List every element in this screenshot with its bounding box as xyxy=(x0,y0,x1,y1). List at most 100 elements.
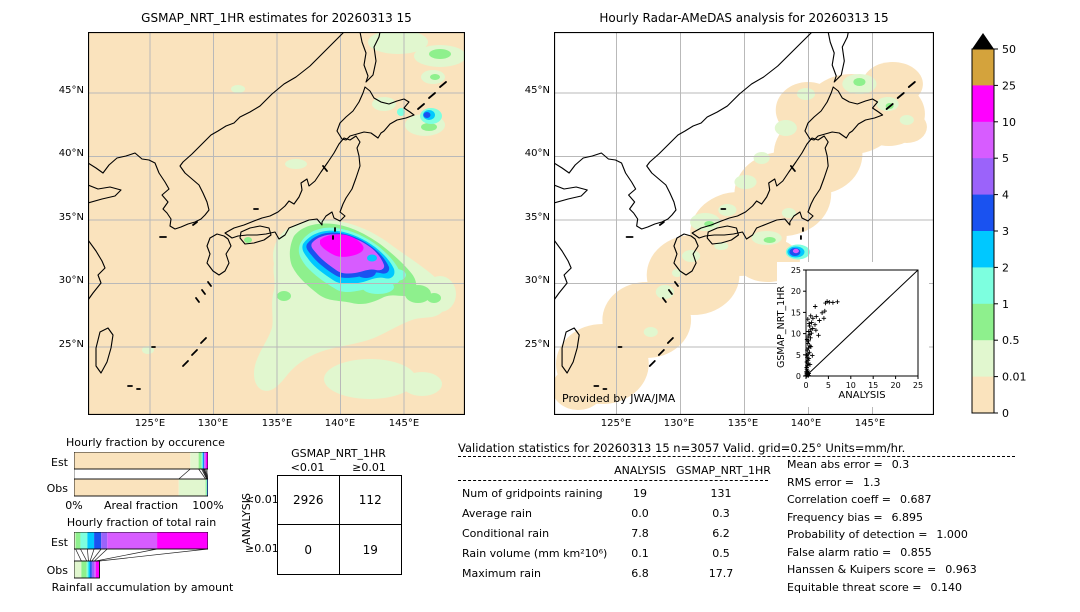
coastline xyxy=(553,31,813,230)
lat-tick-label: 45°N xyxy=(524,85,550,96)
obs-row-label: Obs xyxy=(46,564,68,577)
bar-segment-est xyxy=(101,532,108,549)
colorbar-tick-label: 0.5 xyxy=(1002,334,1020,347)
score-row: Hanssen & Kuipers score = 0.963 xyxy=(787,563,977,576)
colorbar-tick-label: 25 xyxy=(1002,79,1016,92)
est-row-label: Est xyxy=(51,536,68,549)
score-row: Frequency bias = 6.895 xyxy=(787,511,924,524)
coastline xyxy=(553,184,588,204)
obs-row-label: Obs xyxy=(46,482,68,495)
axis-min-label: 0% xyxy=(65,499,83,512)
radar-map-title: Hourly Radar-AMeDAS analysis for 2026031… xyxy=(599,11,889,25)
bar-segment-obs xyxy=(205,479,207,496)
divider xyxy=(458,456,1015,457)
island xyxy=(428,92,436,99)
inset-ytick-label: 0 xyxy=(796,372,801,381)
stats-row-label: Rain volume (mm km²10⁶) xyxy=(462,547,608,560)
bar-segment-obs xyxy=(90,561,92,578)
scatter-points xyxy=(804,299,840,378)
connector-line xyxy=(91,548,102,562)
island xyxy=(661,297,667,303)
bar-segment-obs xyxy=(81,561,87,578)
connector-line xyxy=(201,468,207,480)
axis-title: Areal fraction xyxy=(103,499,179,512)
bar-segment-est xyxy=(204,452,205,469)
colorbar-segment xyxy=(972,158,994,196)
island xyxy=(191,349,198,356)
precip-colorbar: 50 25 10 5 4 3 2 1 0.5 0.01 0 xyxy=(971,33,1027,420)
bar-segment-est xyxy=(204,452,206,469)
stats-row-label: Conditional rain xyxy=(462,527,550,540)
est-row-label: Est xyxy=(51,456,68,469)
inset-ylabel: GSMAP_NRT_1HR xyxy=(776,286,787,368)
lat-tick-label: 30°N xyxy=(524,275,550,286)
score-row: Mean abs error = 0.3 xyxy=(787,458,910,471)
stats-value-gsmap: 131 xyxy=(710,487,732,500)
bar-segment-est xyxy=(80,532,88,549)
colorbar-tick-label: 0.01 xyxy=(1002,371,1027,384)
bar-segment-est xyxy=(157,532,208,549)
inset-xtick-label: 0 xyxy=(803,381,808,390)
gsmap-map-title: GSMAP_NRT_1HR estimates for 20260313 15 xyxy=(141,11,412,25)
stats-value-analysis: 6.8 xyxy=(631,567,649,580)
lat-tick-label: 25°N xyxy=(524,339,550,350)
bar-segment-est xyxy=(201,452,203,469)
lon-tick-label: 140°E xyxy=(790,418,822,429)
lat-tick-label: 45°N xyxy=(58,85,84,96)
lon-tick-label: 135°E xyxy=(727,418,759,429)
island xyxy=(207,281,212,287)
connector-line xyxy=(205,468,208,480)
contingency-row-label: <0.01 xyxy=(245,493,279,506)
bar-outline-est xyxy=(74,452,208,470)
connector-line xyxy=(89,548,95,562)
lon-tick-label: 145°E xyxy=(388,418,420,429)
bar-segment-obs xyxy=(88,561,91,578)
stats-row-label: Maximum rain xyxy=(462,567,541,580)
divider xyxy=(458,480,768,481)
bar-segment-obs xyxy=(86,561,89,578)
coastline xyxy=(561,327,580,374)
island xyxy=(666,337,674,344)
map-frame xyxy=(87,31,466,416)
bar-segment-est xyxy=(74,452,191,469)
inset-ytick-label: 10 xyxy=(791,330,801,339)
colorbar-tick-label: 5 xyxy=(1002,152,1009,165)
island xyxy=(674,281,679,287)
coastline xyxy=(553,239,572,301)
bar-segment-est xyxy=(202,452,204,469)
contingency-cell: 0 xyxy=(278,525,340,574)
colorbar-tick-label: 50 xyxy=(1002,43,1016,56)
bar-outline-obs xyxy=(74,560,100,579)
inset-xtick-label: 5 xyxy=(826,381,831,390)
bar-outline-est xyxy=(74,532,208,550)
bar-segment-est xyxy=(74,532,76,549)
inset-xtick-label: 25 xyxy=(913,381,923,390)
bar-segment-est xyxy=(190,452,199,469)
bar-outline-obs xyxy=(74,478,208,497)
coastline xyxy=(804,86,884,141)
lat-tick-label: 30°N xyxy=(58,275,84,286)
inset-xtick-label: 15 xyxy=(868,381,878,390)
bar-segment-est xyxy=(87,532,95,549)
coastline xyxy=(691,135,829,240)
colorbar-segment xyxy=(972,121,994,159)
coastline xyxy=(336,86,415,141)
stats-title: Validation statistics for 20260313 15 n=… xyxy=(458,441,906,455)
contingency-col-group: GSMAP_NRT_1HR xyxy=(291,447,386,460)
island xyxy=(417,103,425,110)
colorbar-segment xyxy=(972,267,994,305)
lon-tick-label: 130°E xyxy=(663,418,695,429)
bar-segment-est xyxy=(107,532,158,549)
island xyxy=(439,81,447,88)
colorbar-tick-label: 0 xyxy=(1002,407,1009,420)
connector-line xyxy=(75,548,82,562)
contingency-grid: 2926 112 0 19 xyxy=(277,475,402,575)
score-row: False alarm ratio = 0.855 xyxy=(787,546,932,559)
gsmap-map xyxy=(87,30,466,416)
coastline xyxy=(206,233,232,276)
coastline-layer xyxy=(87,31,447,390)
colorbar-segment xyxy=(972,376,994,414)
coastline xyxy=(239,225,272,245)
contingency-col-label: <0.01 xyxy=(290,461,325,474)
